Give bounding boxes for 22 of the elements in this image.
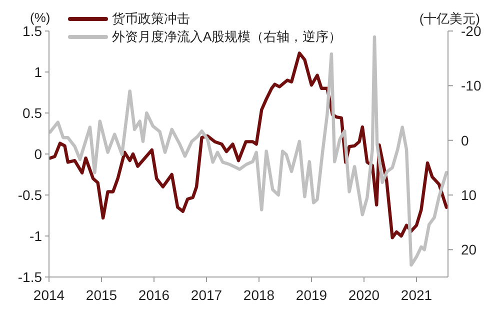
x-tick-label: 2016	[138, 286, 170, 303]
y-tick-label: -0.5	[18, 186, 42, 203]
x-tick-label: 2017	[190, 286, 222, 303]
y2-tick-label: 10	[461, 186, 477, 203]
x-tick-label: 2021	[400, 286, 432, 303]
y-tick-label: -1	[30, 228, 42, 244]
y2-tick-label: -10	[461, 78, 482, 94]
legend-label: 货币政策冲击	[112, 10, 190, 28]
x-tick-label: 2020	[348, 286, 380, 303]
y-tick-label: 0	[34, 146, 42, 162]
line-series	[49, 52, 448, 240]
x-tick-label: 2014	[33, 286, 65, 303]
y-tick-label: 0.5	[22, 104, 42, 121]
y-axis-title: (%)	[30, 10, 50, 25]
y-tick-label: 1	[34, 64, 42, 80]
x-tick-label: 2015	[86, 286, 118, 303]
y-tick-label: -1.5	[18, 268, 42, 285]
x-tick-label: 2019	[296, 286, 328, 303]
y2-tick-label: 0	[461, 132, 469, 148]
y2-tick-label: 20	[461, 242, 477, 258]
legend-label: 外资月度净流入A股规模（右轴，逆序）	[112, 28, 342, 46]
x-tick-label: 2018	[243, 286, 275, 303]
